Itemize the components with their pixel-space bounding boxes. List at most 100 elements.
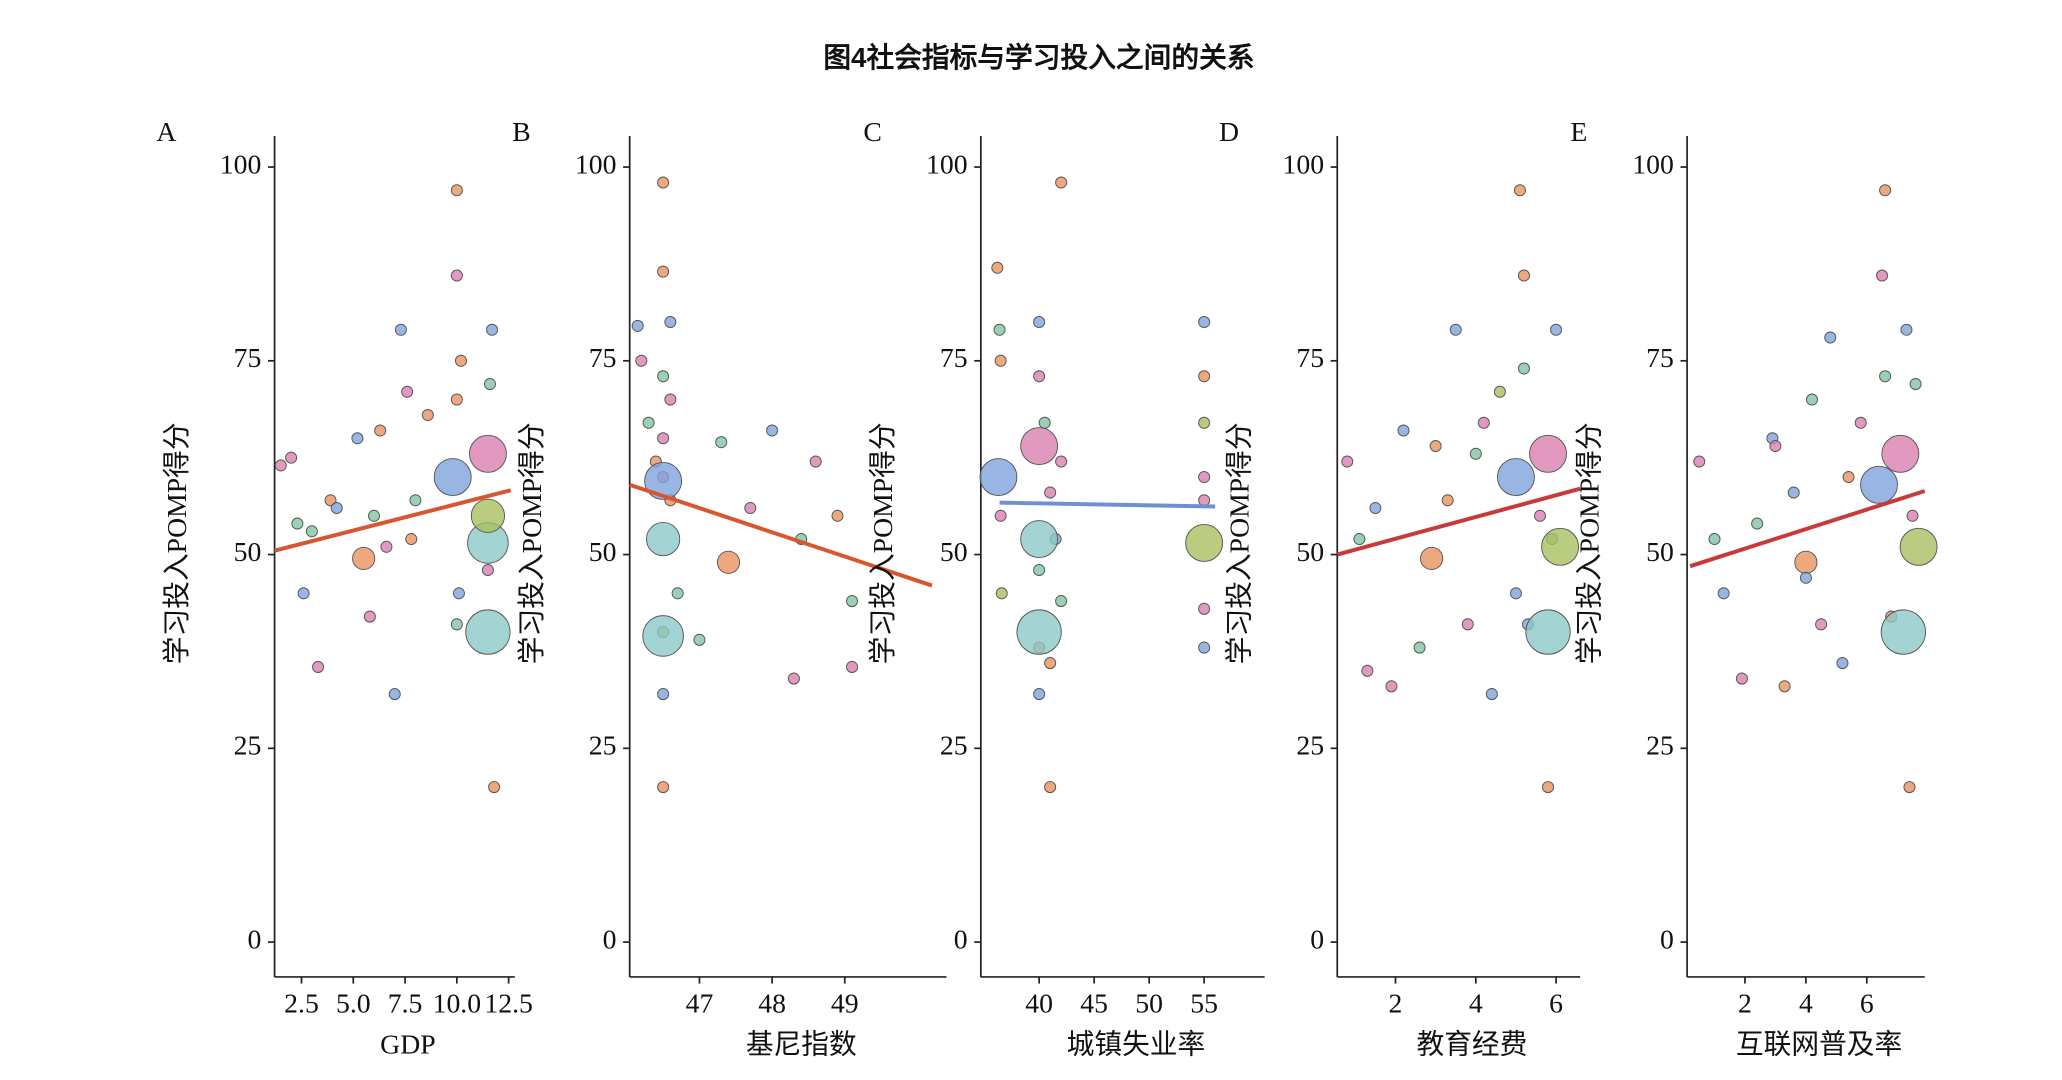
- point: [715, 436, 728, 449]
- y-tick-label: 0: [1310, 923, 1324, 954]
- point: [644, 461, 683, 500]
- panel-label: D: [1219, 116, 1239, 147]
- point: [1044, 781, 1057, 794]
- point: [1799, 571, 1812, 584]
- point: [1441, 494, 1454, 507]
- y-tick-label: 75: [1646, 342, 1674, 373]
- point: [809, 455, 822, 468]
- point: [1824, 331, 1837, 344]
- x-tick-label: 47: [686, 987, 714, 1018]
- point: [1198, 471, 1211, 484]
- y-tick-label: 0: [603, 923, 617, 954]
- point: [1493, 385, 1506, 398]
- y-tick-label: 75: [234, 342, 262, 373]
- x-tick-label: 45: [1080, 987, 1108, 1018]
- point: [1879, 370, 1892, 383]
- y-tick-label: 100: [575, 148, 617, 179]
- point: [1198, 316, 1211, 329]
- point: [1016, 609, 1062, 655]
- point: [664, 316, 677, 329]
- y-tick-label: 25: [234, 730, 262, 761]
- x-tick-label: 12.5: [484, 987, 533, 1018]
- x-axis-label: 教育经费: [1416, 1028, 1527, 1059]
- point: [766, 424, 779, 437]
- point: [388, 688, 401, 701]
- point: [401, 385, 414, 398]
- point: [1198, 602, 1211, 615]
- point: [1529, 434, 1567, 473]
- point: [657, 432, 670, 445]
- point: [1815, 618, 1828, 631]
- point: [1541, 527, 1580, 566]
- point: [1461, 618, 1474, 631]
- point: [1033, 316, 1046, 329]
- point: [657, 370, 670, 383]
- point: [1836, 657, 1849, 670]
- panel-label: B: [512, 116, 531, 147]
- point: [454, 354, 467, 367]
- x-tick-label: 48: [758, 987, 786, 1018]
- point: [452, 587, 465, 600]
- y-tick-label: 100: [926, 148, 968, 179]
- point: [1517, 269, 1530, 282]
- x-axis-label: 基尼指数: [746, 1028, 857, 1059]
- y-tick-label: 75: [1296, 342, 1324, 373]
- point: [488, 781, 501, 794]
- point: [274, 459, 287, 472]
- y-tick-label: 50: [1296, 536, 1324, 567]
- point: [394, 323, 407, 336]
- trend-line: [999, 500, 1216, 509]
- point: [1769, 440, 1782, 453]
- point: [1854, 416, 1867, 429]
- point: [450, 393, 463, 406]
- point: [405, 533, 418, 546]
- x-tick-label: 4: [1799, 987, 1813, 1018]
- panel-label: C: [863, 116, 882, 147]
- point: [657, 265, 670, 278]
- point: [642, 615, 684, 657]
- point: [433, 458, 472, 497]
- point: [1751, 517, 1764, 530]
- point: [1449, 323, 1462, 336]
- point: [1469, 447, 1482, 460]
- point: [991, 261, 1004, 274]
- point: [671, 587, 684, 600]
- point: [1805, 393, 1818, 406]
- y-tick-label: 50: [1646, 536, 1674, 567]
- point: [1385, 680, 1398, 693]
- point: [1038, 416, 1051, 429]
- point: [409, 494, 422, 507]
- point: [993, 323, 1006, 336]
- point: [297, 587, 310, 600]
- y-axis-label: 学习投入POMP得分: [1224, 422, 1255, 664]
- y-tick-label: 100: [1632, 148, 1674, 179]
- x-tick-label: 55: [1190, 987, 1218, 1018]
- point: [380, 540, 393, 553]
- point: [657, 781, 670, 794]
- point: [483, 378, 496, 391]
- point: [994, 509, 1007, 522]
- x-tick-label: 2: [1389, 987, 1403, 1018]
- point: [1033, 370, 1046, 383]
- point: [481, 564, 494, 577]
- y-tick-label: 50: [589, 536, 617, 567]
- y-tick-label: 25: [1646, 730, 1674, 761]
- point: [1899, 527, 1938, 566]
- point: [468, 434, 507, 473]
- point: [1542, 781, 1555, 794]
- point: [1341, 455, 1354, 468]
- x-tick-label: 10.0: [433, 987, 482, 1018]
- y-tick-label: 25: [1296, 730, 1324, 761]
- y-tick-label: 0: [954, 923, 968, 954]
- x-tick-label: 50: [1135, 987, 1163, 1018]
- point: [995, 587, 1008, 600]
- point: [470, 498, 506, 533]
- y-tick-label: 75: [589, 342, 617, 373]
- x-tick-label: 7.5: [388, 987, 423, 1018]
- panel-label: A: [156, 116, 176, 147]
- point: [1185, 523, 1224, 562]
- point: [642, 416, 655, 429]
- point: [1353, 533, 1366, 546]
